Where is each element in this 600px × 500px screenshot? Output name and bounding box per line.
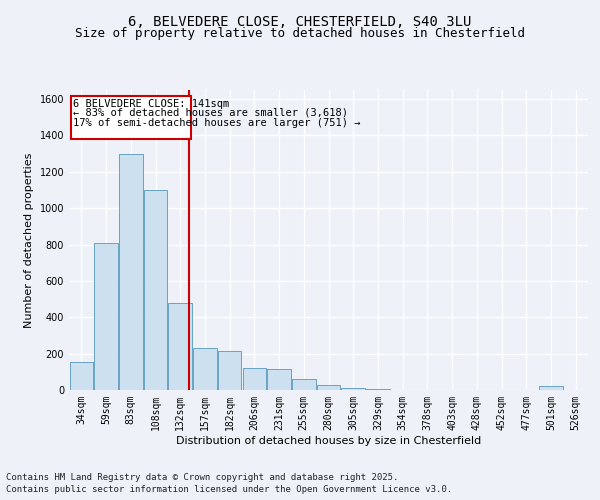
Bar bbox=[193, 348, 217, 390]
Bar bbox=[218, 351, 241, 390]
Bar bbox=[341, 388, 365, 390]
Text: Contains HM Land Registry data © Crown copyright and database right 2025.: Contains HM Land Registry data © Crown c… bbox=[6, 473, 398, 482]
X-axis label: Distribution of detached houses by size in Chesterfield: Distribution of detached houses by size … bbox=[176, 436, 481, 446]
Bar bbox=[70, 362, 93, 390]
Bar bbox=[94, 242, 118, 390]
Bar bbox=[119, 154, 143, 390]
Text: Contains public sector information licensed under the Open Government Licence v3: Contains public sector information licen… bbox=[6, 484, 452, 494]
Text: ← 83% of detached houses are smaller (3,618): ← 83% of detached houses are smaller (3,… bbox=[73, 108, 349, 118]
Bar bbox=[317, 384, 340, 390]
Bar bbox=[169, 302, 192, 390]
Bar bbox=[242, 368, 266, 390]
Bar bbox=[539, 386, 563, 390]
Text: 6, BELVEDERE CLOSE, CHESTERFIELD, S40 3LU: 6, BELVEDERE CLOSE, CHESTERFIELD, S40 3L… bbox=[128, 16, 472, 30]
Text: Size of property relative to detached houses in Chesterfield: Size of property relative to detached ho… bbox=[75, 28, 525, 40]
Text: 6 BELVEDERE CLOSE: 141sqm: 6 BELVEDERE CLOSE: 141sqm bbox=[73, 98, 230, 108]
Bar bbox=[144, 190, 167, 390]
Bar bbox=[268, 369, 291, 390]
Bar bbox=[292, 379, 316, 390]
Y-axis label: Number of detached properties: Number of detached properties bbox=[24, 152, 34, 328]
Text: 17% of semi-detached houses are larger (751) →: 17% of semi-detached houses are larger (… bbox=[73, 118, 361, 128]
FancyBboxPatch shape bbox=[71, 96, 191, 139]
